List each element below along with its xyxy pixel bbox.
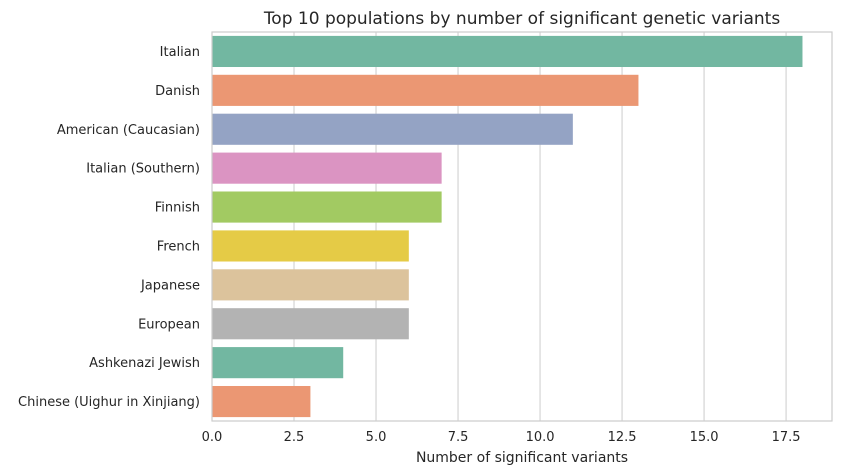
- y-tick-label: Italian: [160, 45, 200, 60]
- bar: [212, 191, 442, 223]
- x-tick-label: 15.0: [690, 430, 719, 445]
- plot-frame: [211, 31, 833, 422]
- bar: [212, 74, 639, 106]
- bar: [212, 308, 409, 340]
- bars: [212, 35, 803, 418]
- y-tick-label: Chinese (Uighur in Xinjiang): [18, 395, 200, 410]
- chart-title: Top 10 populations by number of signific…: [263, 9, 781, 29]
- x-tick-label: 5.0: [366, 430, 387, 445]
- y-tick-label: French: [157, 239, 200, 254]
- y-tick-label: European: [138, 317, 200, 332]
- y-tick-label: Danish: [155, 84, 200, 99]
- x-tick-label: 10.0: [526, 430, 555, 445]
- x-tick-label: 12.5: [608, 430, 637, 445]
- y-tick-label: Italian (Southern): [86, 162, 200, 177]
- bar: [212, 152, 442, 184]
- y-tick-label: Ashkenazi Jewish: [89, 356, 200, 371]
- x-tick-labels: 0.0 2.5 5.0 7.5 10.0 12.5 15.0 17.5: [202, 430, 801, 445]
- x-tick-label: 17.5: [772, 430, 801, 445]
- bar: [212, 385, 311, 418]
- x-tick-label: 7.5: [448, 430, 469, 445]
- y-tick-label: Finnish: [155, 201, 200, 216]
- x-tick-label: 2.5: [284, 430, 305, 445]
- bar: [212, 269, 409, 301]
- bar: [212, 347, 344, 379]
- y-tick-label: Japanese: [140, 278, 200, 293]
- x-tick-label: 0.0: [202, 430, 223, 445]
- bar: [212, 230, 409, 262]
- y-tick-labels: Italian Danish American (Caucasian) Italian…: [18, 45, 200, 410]
- bar: [212, 113, 573, 145]
- x-axis-label: Number of significant variants: [416, 450, 628, 466]
- bar: [212, 35, 803, 68]
- y-tick-label: American (Caucasian): [57, 123, 200, 138]
